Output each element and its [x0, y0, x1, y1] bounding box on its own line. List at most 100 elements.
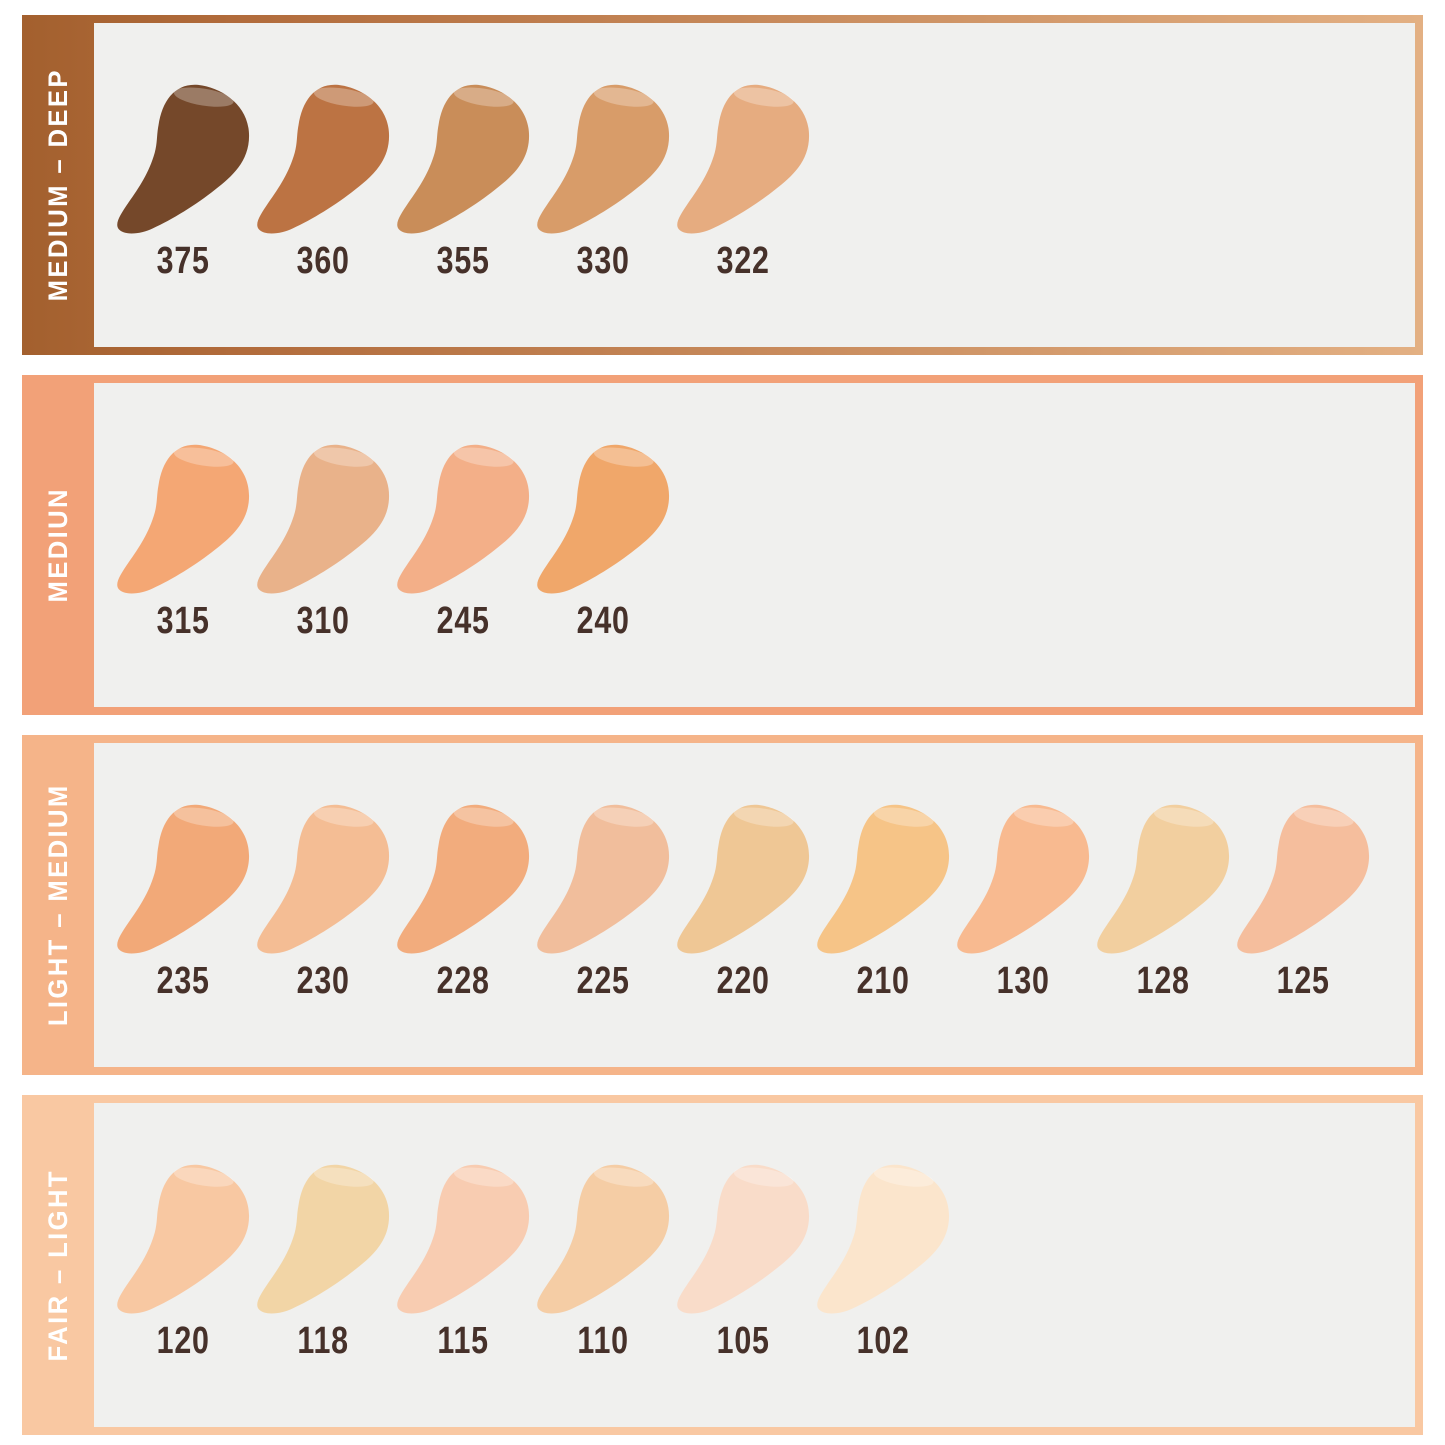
shade-number: 225: [576, 960, 630, 1002]
smear-shape: [817, 804, 950, 954]
swatch-105: 105: [673, 1163, 813, 1360]
swatch-smear-icon: [537, 84, 670, 234]
swatch-smear-icon: [537, 1164, 670, 1314]
sheen-highlight: [593, 87, 654, 107]
smear-shape: [817, 1164, 950, 1314]
swatch-smear-icon: [397, 84, 530, 234]
sheen-highlight: [453, 807, 514, 827]
sheen-highlight: [593, 807, 654, 827]
swatch-smear-icon: [677, 84, 810, 234]
sheen-highlight: [313, 807, 374, 827]
sheen-highlight: [453, 447, 514, 467]
shade-chart: MEDIUM – DEEP 375 360 355 330 322 MEDIUN 315 310…: [22, 15, 1423, 1435]
sheen-highlight: [173, 87, 234, 107]
sheen-highlight: [873, 807, 934, 827]
shade-number: 240: [576, 600, 630, 642]
smear-shape: [957, 804, 1090, 954]
swatch-smear-icon: [817, 1164, 950, 1314]
range-label: LIGHT – MEDIUM: [42, 783, 73, 1027]
swatch-smear-icon: [257, 804, 390, 954]
swatch-smear-icon: [957, 804, 1090, 954]
shade-number: 120: [156, 1320, 210, 1362]
shade-number: 118: [297, 1320, 349, 1362]
swatch-area-medium-deep: 375 360 355 330 322: [94, 23, 1415, 347]
sheen-highlight: [313, 447, 374, 467]
shade-number: 102: [856, 1320, 910, 1362]
sheen-highlight: [453, 1167, 514, 1187]
shade-number: 322: [716, 240, 770, 282]
shade-band-light-medium: LIGHT – MEDIUM 235 230 228 225 220 210 130 128 12…: [22, 735, 1423, 1075]
swatch-315: 315: [113, 443, 253, 640]
shade-number: 310: [296, 600, 350, 642]
shade-number: 125: [1276, 960, 1330, 1002]
smear-shape: [677, 804, 810, 954]
swatch-smear-icon: [1237, 804, 1370, 954]
swatch-smear-icon: [397, 444, 530, 594]
swatch-smear-icon: [257, 1164, 390, 1314]
shade-number: 235: [156, 960, 210, 1002]
shade-number: 115: [437, 1320, 489, 1362]
smear-shape: [1097, 804, 1230, 954]
swatch-area-fair-light: 120 118 115 110 105 102: [94, 1103, 1415, 1427]
swatch-smear-icon: [117, 1164, 250, 1314]
swatch-smear-icon: [817, 804, 950, 954]
sheen-highlight: [1293, 807, 1354, 827]
swatch-228: 228: [393, 803, 533, 1000]
shade-number: 210: [856, 960, 910, 1002]
smear-shape: [257, 804, 390, 954]
swatch-smear-icon: [117, 804, 250, 954]
sheen-highlight: [1153, 807, 1214, 827]
swatch-102: 102: [813, 1163, 953, 1360]
swatch-smear-icon: [257, 444, 390, 594]
sheen-highlight: [733, 87, 794, 107]
shade-number: 130: [996, 960, 1050, 1002]
smear-shape: [257, 444, 390, 594]
smear-shape: [537, 84, 670, 234]
sheen-highlight: [453, 87, 514, 107]
smear-shape: [117, 1164, 250, 1314]
swatch-360: 360: [253, 83, 393, 280]
smear-shape: [117, 444, 250, 594]
swatch-375: 375: [113, 83, 253, 280]
smear-shape: [677, 1164, 810, 1314]
shade-band-fair-light: FAIR – LIGHT 120 118 115 110 105 102: [22, 1095, 1423, 1435]
swatch-120: 120: [113, 1163, 253, 1360]
swatch-355: 355: [393, 83, 533, 280]
swatch-smear-icon: [677, 1164, 810, 1314]
range-label: MEDIUN: [42, 487, 73, 603]
smear-shape: [537, 804, 670, 954]
range-sidebar-light-medium: LIGHT – MEDIUM: [22, 743, 94, 1067]
swatch-128: 128: [1093, 803, 1233, 1000]
swatch-smear-icon: [397, 804, 530, 954]
swatch-125: 125: [1233, 803, 1373, 1000]
sheen-highlight: [733, 807, 794, 827]
swatch-210: 210: [813, 803, 953, 1000]
shade-number: 355: [436, 240, 490, 282]
range-label: FAIR – LIGHT: [42, 1168, 73, 1362]
swatch-118: 118: [253, 1163, 393, 1360]
smear-shape: [257, 84, 390, 234]
swatch-240: 240: [533, 443, 673, 640]
sheen-highlight: [173, 1167, 234, 1187]
swatch-230: 230: [253, 803, 393, 1000]
sheen-highlight: [593, 1167, 654, 1187]
smear-shape: [677, 84, 810, 234]
swatch-area-medium: 315 310 245 240: [94, 383, 1415, 707]
swatch-smear-icon: [537, 444, 670, 594]
swatch-225: 225: [533, 803, 673, 1000]
swatch-110: 110: [533, 1163, 673, 1360]
range-sidebar-medium-deep: MEDIUM – DEEP: [22, 23, 94, 347]
sheen-highlight: [593, 447, 654, 467]
sheen-highlight: [173, 807, 234, 827]
shade-number: 330: [576, 240, 630, 282]
shade-number: 128: [1136, 960, 1190, 1002]
swatch-235: 235: [113, 803, 253, 1000]
swatch-smear-icon: [677, 804, 810, 954]
swatch-smear-icon: [1097, 804, 1230, 954]
range-label: MEDIUM – DEEP: [42, 68, 73, 302]
swatch-130: 130: [953, 803, 1093, 1000]
sheen-highlight: [873, 1167, 934, 1187]
smear-shape: [537, 1164, 670, 1314]
smear-shape: [397, 84, 530, 234]
